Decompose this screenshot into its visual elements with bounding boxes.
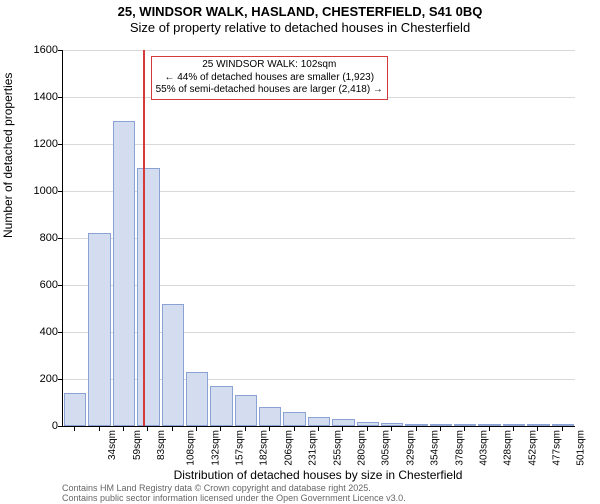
xtick-mark [513, 426, 514, 431]
xtick-mark [440, 426, 441, 431]
xtick-mark [172, 426, 173, 431]
xtick-label: 206sqm [283, 430, 294, 466]
histogram-bar [88, 233, 110, 426]
ytick-mark [58, 426, 63, 427]
ytick-mark [58, 50, 63, 51]
histogram-bar [332, 419, 354, 426]
ytick-mark [58, 332, 63, 333]
histogram-bar [137, 168, 159, 427]
ytick-label: 1000 [18, 185, 58, 197]
xtick-mark [562, 426, 563, 431]
xtick-mark [196, 426, 197, 431]
y-axis-label: Number of detached properties [1, 73, 15, 238]
xtick-mark [391, 426, 392, 431]
xtick-mark [367, 426, 368, 431]
xtick-mark [464, 426, 465, 431]
xtick-label: 231sqm [308, 430, 319, 466]
ytick-mark [58, 238, 63, 239]
ytick-label: 0 [18, 420, 58, 432]
xtick-label: 182sqm [259, 430, 270, 466]
xtick-mark [245, 426, 246, 431]
ytick-mark [58, 285, 63, 286]
ytick-mark [58, 144, 63, 145]
histogram-bar [308, 417, 330, 426]
xtick-mark [99, 426, 100, 431]
xtick-label: 403sqm [478, 430, 489, 466]
xtick-label: 157sqm [235, 430, 246, 466]
ytick-label: 400 [18, 326, 58, 338]
ytick-mark [58, 379, 63, 380]
xtick-mark [537, 426, 538, 431]
xtick-label: 477sqm [552, 430, 563, 466]
xtick-label: 452sqm [527, 430, 538, 466]
xtick-mark [294, 426, 295, 431]
ytick-label: 1200 [18, 138, 58, 150]
xtick-label: 501sqm [576, 430, 587, 466]
histogram-bar [283, 412, 305, 426]
annotation-line1: 25 WINDSOR WALK: 102sqm [156, 59, 383, 72]
xtick-mark [318, 426, 319, 431]
chart-footer: Contains HM Land Registry data © Crown c… [62, 484, 406, 504]
histogram-bar [162, 304, 184, 426]
histogram-bar [186, 372, 208, 426]
histogram-bar [527, 424, 549, 426]
gridline [63, 144, 575, 145]
xtick-mark [342, 426, 343, 431]
histogram-bar [478, 424, 500, 426]
annotation-box: 25 WINDSOR WALK: 102sqm ← 44% of detache… [151, 56, 388, 100]
annotation-line3: 55% of semi-detached houses are larger (… [156, 84, 383, 97]
histogram-bar [430, 424, 452, 426]
ytick-label: 1600 [18, 44, 58, 56]
ytick-label: 200 [18, 373, 58, 385]
xtick-mark [220, 426, 221, 431]
xtick-label: 83sqm [156, 430, 167, 460]
xtick-label: 354sqm [430, 430, 441, 466]
chart-container: 25, WINDSOR WALK, HASLAND, CHESTERFIELD,… [0, 4, 600, 504]
xtick-mark [269, 426, 270, 431]
histogram-bar [552, 424, 574, 426]
xtick-label: 305sqm [381, 430, 392, 466]
xtick-label: 34sqm [107, 430, 118, 460]
reference-line [143, 50, 145, 426]
xtick-label: 59sqm [132, 430, 143, 460]
xtick-label: 255sqm [332, 430, 343, 466]
xtick-label: 132sqm [210, 430, 221, 466]
ytick-mark [58, 191, 63, 192]
x-axis-label: Distribution of detached houses by size … [62, 468, 574, 482]
xtick-label: 108sqm [186, 430, 197, 466]
ytick-label: 800 [18, 232, 58, 244]
histogram-bar [357, 422, 379, 426]
histogram-bar [210, 386, 232, 426]
xtick-label: 378sqm [454, 430, 465, 466]
xtick-label: 280sqm [357, 430, 368, 466]
xtick-label: 329sqm [405, 430, 416, 466]
histogram-bar [454, 424, 476, 426]
xtick-mark [489, 426, 490, 431]
xtick-mark [74, 426, 75, 431]
ytick-mark [58, 97, 63, 98]
histogram-bar [113, 121, 135, 427]
xtick-label: 428sqm [503, 430, 514, 466]
footer-line2: Contains public sector information licen… [62, 494, 406, 504]
histogram-bar [405, 424, 427, 426]
histogram-bar [64, 393, 86, 426]
annotation-line2: ← 44% of detached houses are smaller (1,… [156, 72, 383, 85]
ytick-label: 600 [18, 279, 58, 291]
xtick-mark [147, 426, 148, 431]
ytick-label: 1400 [18, 91, 58, 103]
xtick-mark [123, 426, 124, 431]
gridline [63, 50, 575, 51]
chart-title: 25, WINDSOR WALK, HASLAND, CHESTERFIELD,… [0, 4, 600, 20]
histogram-bar [235, 395, 257, 426]
chart-subtitle: Size of property relative to detached ho… [0, 20, 600, 35]
plot-area: 25 WINDSOR WALK: 102sqm ← 44% of detache… [62, 50, 575, 427]
xtick-mark [416, 426, 417, 431]
histogram-bar [259, 407, 281, 426]
